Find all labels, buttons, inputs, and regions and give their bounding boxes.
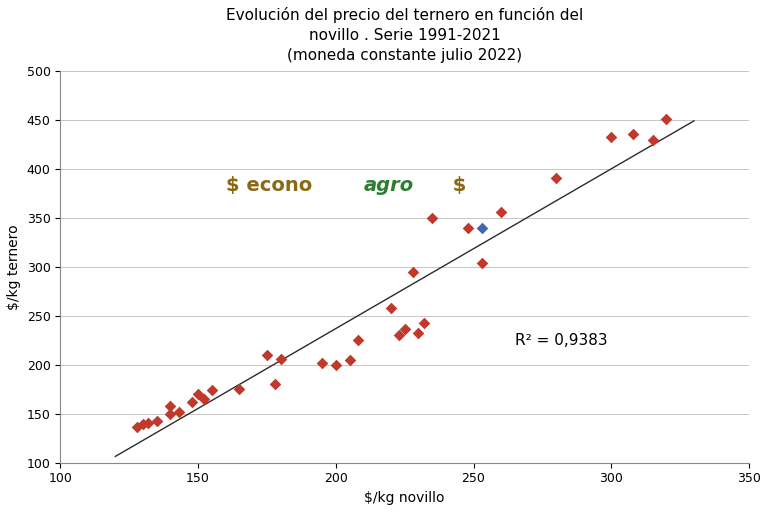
Point [418,318,430,327]
Point [407,268,419,276]
Point [151,417,163,425]
Text: R² = 0,9383: R² = 0,9383 [515,333,607,348]
Point [550,175,562,183]
Point [475,259,488,267]
Point [316,359,328,367]
Point [197,395,210,403]
Point [385,304,397,312]
Point [137,419,149,428]
Y-axis label: $/kg ternero: $/kg ternero [7,224,21,310]
Point [329,360,342,369]
Point [660,115,673,123]
Point [269,380,281,389]
Point [627,130,640,138]
Point [393,331,406,339]
Point [131,422,144,431]
Point [605,133,617,141]
Text: agro: agro [363,176,413,195]
Point [206,386,218,394]
Point [426,214,439,222]
Point [274,355,286,363]
Text: $: $ [446,176,466,195]
Point [164,410,177,418]
Point [475,223,488,231]
Text: $ econo: $ econo [226,176,312,195]
Point [399,325,411,333]
Point [462,223,474,231]
Point [647,136,659,144]
Point [495,208,507,216]
Point [412,329,425,337]
X-axis label: $/kg novillo: $/kg novillo [365,491,445,505]
Point [233,385,246,393]
Point [352,336,364,345]
Point [343,356,356,364]
Point [192,390,204,398]
Point [261,351,273,359]
Point [173,408,185,416]
Point [142,418,154,426]
Point [164,402,177,410]
Title: Evolución del precio del ternero en función del
novillo . Serie 1991-2021
(moned: Evolución del precio del ternero en func… [226,7,583,62]
Point [187,398,199,406]
